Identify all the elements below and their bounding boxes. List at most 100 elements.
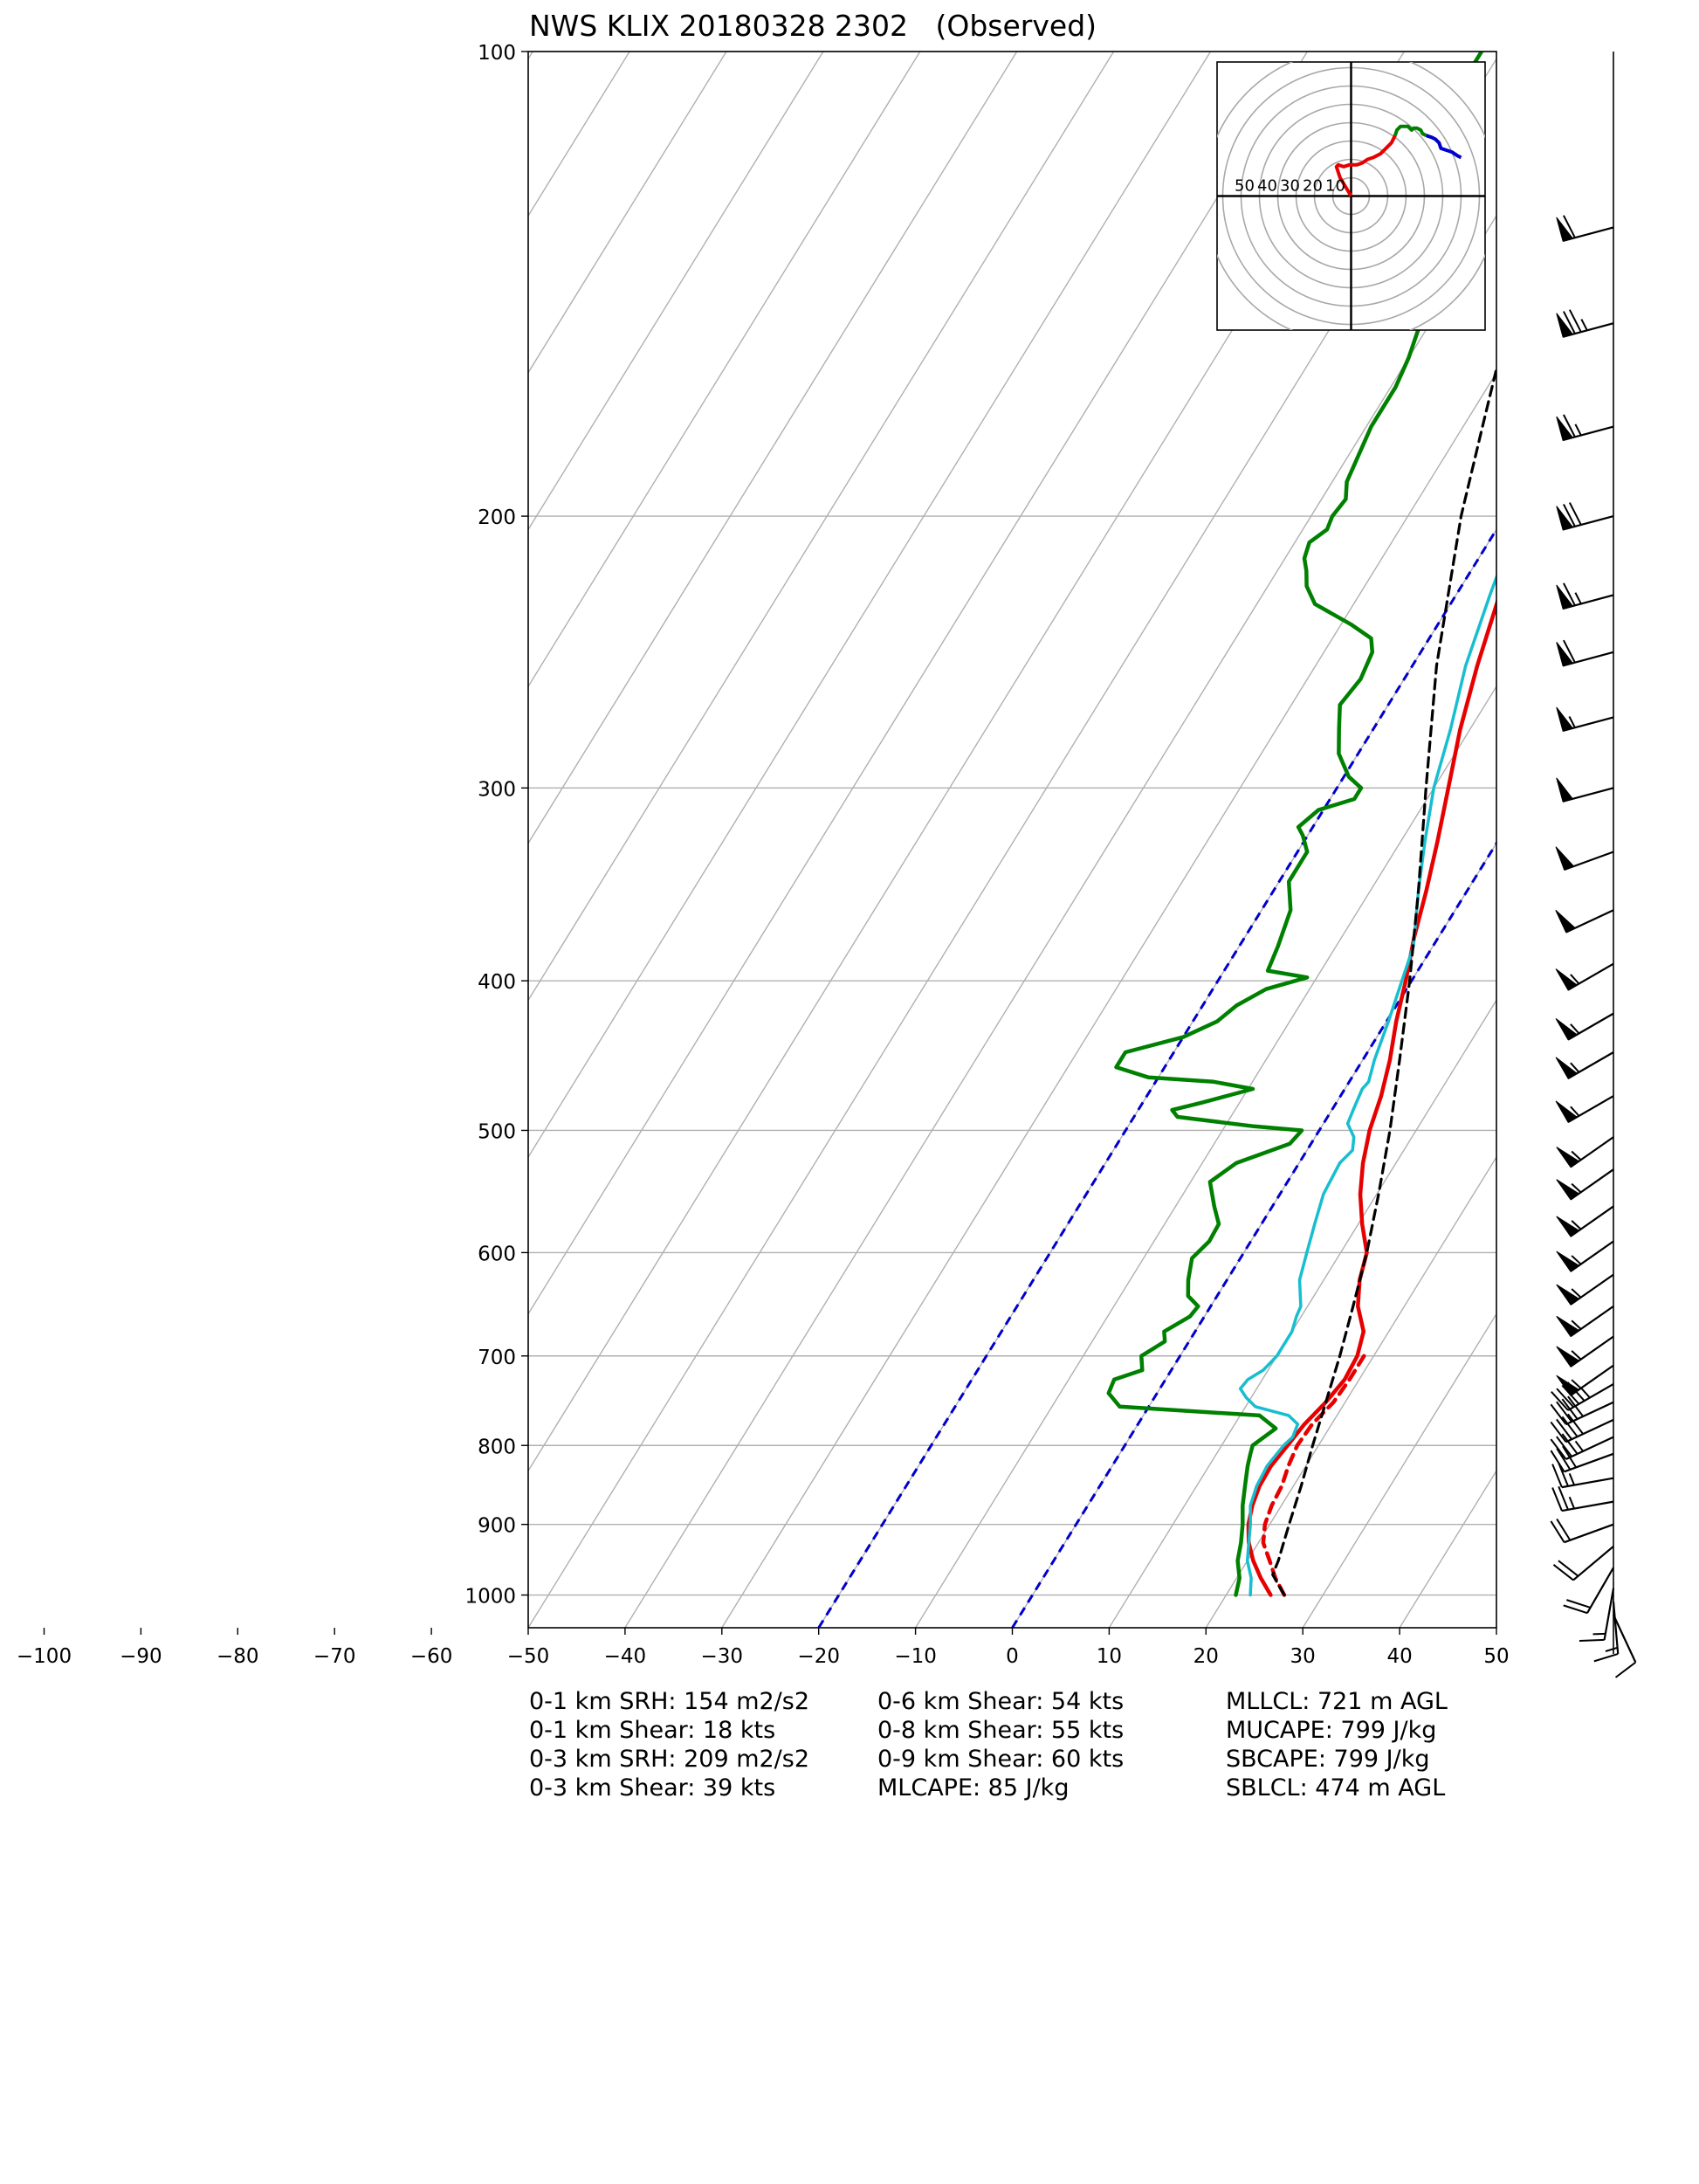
wind-barb: [1556, 706, 1614, 733]
barb-full-feather: [1556, 1518, 1572, 1541]
barb-full-feather: [1556, 1418, 1572, 1440]
wind-barb: [1563, 1567, 1614, 1615]
barb-shaft: [1561, 1500, 1614, 1512]
barb-flag: [1556, 1315, 1580, 1337]
barb-half-feather: [1574, 424, 1582, 436]
wind-barb: [1555, 1012, 1614, 1041]
isotherm-20: [1205, 1155, 1496, 1628]
barb-shaft: [1586, 1567, 1614, 1614]
temp-label-50: 50: [1483, 1645, 1509, 1668]
barb-half-feather: [1605, 1646, 1618, 1652]
barb-flag: [1555, 1057, 1579, 1079]
wind-barb: [1550, 1433, 1614, 1460]
wind-barb: [1551, 1462, 1614, 1489]
barb-full-feather: [1614, 1661, 1636, 1678]
parcel-path-line: [1271, 362, 1496, 1597]
isotherm-30: [1302, 1312, 1496, 1628]
barb-full-feather: [1556, 1448, 1572, 1471]
stat-sbcape: SBCAPE: 799 J/kg: [1226, 1746, 1430, 1773]
pressure-label-700: 700: [478, 1347, 516, 1369]
temp-label--30: −30: [701, 1645, 744, 1668]
stat-srh-0-1km: 0-1 km SRH: 154 m2/s2: [529, 1688, 810, 1715]
temp-label--10: −10: [894, 1645, 937, 1668]
barb-full-feather: [1563, 215, 1576, 238]
barb-shaft: [1612, 1602, 1620, 1655]
barb-flag: [1555, 1100, 1579, 1123]
barb-full-feather: [1558, 1462, 1569, 1487]
barb-half-feather: [1570, 1106, 1580, 1117]
barb-half-feather: [1592, 1632, 1606, 1636]
virtual-temperature-line: [1261, 1354, 1366, 1597]
stat-shear-0-8km: 0-8 km Shear: 55 kts: [877, 1717, 1125, 1744]
wind-barb: [1550, 1445, 1614, 1473]
isotherm--150: [528, 52, 533, 60]
barb-flag: [1556, 313, 1574, 338]
wind-barb: [1556, 1240, 1614, 1272]
barb-full-feather: [1563, 582, 1576, 606]
barb-full-feather: [1558, 1485, 1569, 1511]
wind-barb: [1579, 1588, 1615, 1642]
barb-half-feather: [1571, 1319, 1582, 1330]
barb-shaft: [1565, 1418, 1614, 1443]
pressure-label-100: 100: [478, 42, 516, 65]
barb-half-feather: [1568, 1472, 1576, 1486]
barb-half-feather: [1571, 1220, 1582, 1230]
barb-full-feather: [1568, 502, 1582, 526]
stats-column-2: 0-6 km Shear: 54 kts 0-8 km Shear: 55 kt…: [877, 1687, 1124, 1802]
wind-barb: [1555, 909, 1614, 934]
barb-full-feather: [1561, 1433, 1579, 1455]
barb-shaft: [1564, 1452, 1614, 1473]
barb-full-feather: [1563, 1604, 1588, 1615]
stat-sblcl: SBLCL: 474 m AGL: [1226, 1774, 1446, 1802]
pressure-label-400: 400: [478, 971, 516, 994]
stat-shear-0-6km: 0-6 km Shear: 54 kts: [877, 1688, 1125, 1715]
barb-full-feather: [1551, 1464, 1563, 1488]
barb-full-feather: [1550, 1520, 1565, 1543]
barb-flag: [1556, 506, 1574, 531]
barb-full-feather: [1561, 1398, 1579, 1420]
barb-half-feather: [1570, 1062, 1580, 1073]
isotherm-50: [1496, 52, 1699, 1628]
barb-full-feather: [1567, 1395, 1584, 1417]
barb-flag: [1556, 217, 1574, 242]
barb-full-feather: [1566, 1381, 1586, 1402]
wind-barb: [1555, 1095, 1614, 1124]
barb-full-feather: [1563, 639, 1576, 664]
barb-shaft: [1564, 1523, 1614, 1544]
pressure-label-500: 500: [478, 1120, 516, 1143]
wind-barb: [1550, 1518, 1614, 1544]
stats-column-3: MLLCL: 721 m AGL MUCAPE: 799 J/kg SBCAPE…: [1226, 1687, 1448, 1802]
barb-shaft: [1561, 1477, 1614, 1489]
stat-mlcape: MLCAPE: 85 J/kg: [877, 1774, 1070, 1802]
barb-full-feather: [1550, 1421, 1567, 1443]
barb-full-feather: [1563, 414, 1576, 437]
stat-srh-0-3km: 0-3 km SRH: 209 m2/s2: [529, 1746, 810, 1773]
stat-shear-0-1km: 0-1 km Shear: 18 kts: [529, 1717, 776, 1744]
barb-half-feather: [1571, 1255, 1582, 1265]
temp-label--90: −90: [120, 1645, 162, 1668]
barb-flag: [1555, 1017, 1579, 1041]
hodograph-0-3km-trace: [1334, 134, 1397, 197]
barb-flag: [1555, 909, 1577, 934]
temp-label--50: −50: [507, 1645, 550, 1668]
wind-barb: [1550, 1413, 1614, 1443]
wind-barb: [1555, 1051, 1614, 1079]
pressure-label-200: 200: [478, 506, 516, 529]
barb-full-feather: [1579, 1638, 1605, 1642]
barb-flag: [1556, 1179, 1580, 1201]
barb-half-feather: [1570, 1023, 1580, 1035]
barb-full-feather: [1566, 1599, 1591, 1609]
pressure-label-600: 600: [478, 1243, 516, 1265]
barb-shaft: [1565, 1436, 1614, 1460]
temp-label--60: −60: [410, 1645, 453, 1668]
wind-barb: [1551, 1485, 1614, 1512]
barb-full-feather: [1562, 1445, 1577, 1468]
barb-flag: [1556, 1147, 1580, 1168]
temp-label--80: −80: [217, 1645, 259, 1668]
barb-half-feather: [1571, 1150, 1582, 1161]
hodograph-plot: [1217, 62, 1485, 330]
barb-full-feather: [1567, 1413, 1584, 1435]
isotherm-0: [1011, 842, 1496, 1628]
pressure-label-900: 900: [478, 1515, 516, 1538]
barb-full-feather: [1561, 1384, 1580, 1405]
